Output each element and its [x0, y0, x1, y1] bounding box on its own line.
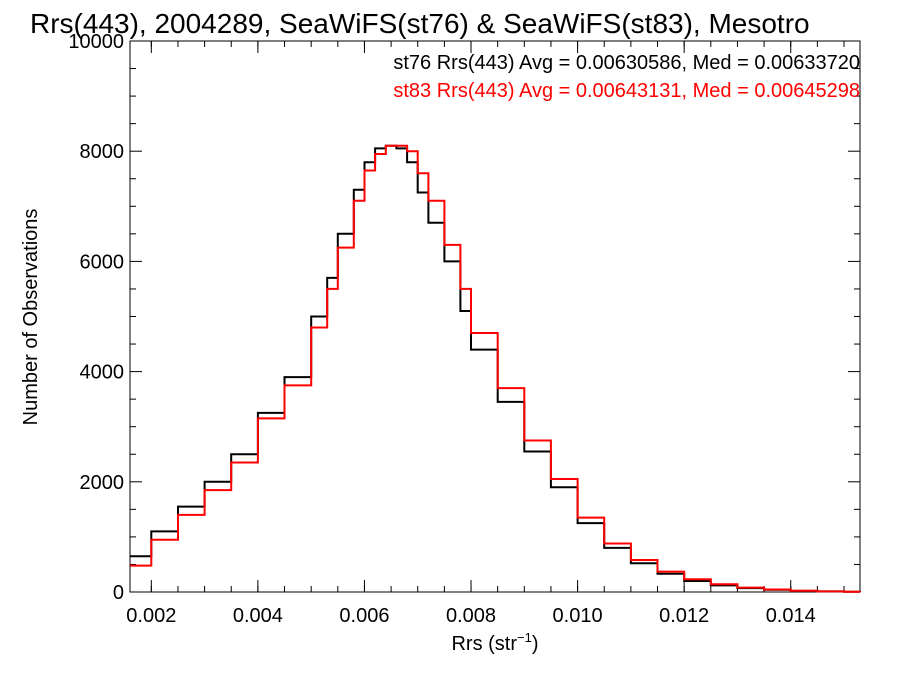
plot-frame — [129, 40, 861, 593]
x-tick-label: 0.006 — [339, 605, 389, 627]
x-tick-label: 0.010 — [553, 605, 603, 627]
chart-title: Rrs(443), 2004289, SeaWiFS(st76) & SeaWi… — [30, 8, 810, 39]
x-tick-label: 0.004 — [233, 605, 283, 627]
series-layer — [130, 144, 861, 593]
x-tick-label: 0.014 — [766, 605, 816, 627]
y-tick-label: 4000 — [80, 362, 125, 384]
plot-area — [129, 40, 861, 593]
y-axis-label: Number of Observations — [20, 209, 42, 426]
x-axis-label-main: Rrs (str — [451, 633, 517, 655]
x-tick-label: 0.008 — [446, 605, 496, 627]
x-axis-label-close: ) — [532, 633, 539, 655]
y-tick-label: 6000 — [80, 251, 125, 273]
x-tick-label: 0.002 — [126, 605, 176, 627]
y-tick-label: 10000 — [68, 31, 124, 53]
x-axis-label-superscript: −1 — [517, 630, 532, 645]
stat-line-st76: st76 Rrs(443) Avg = 0.00630586, Med = 0.… — [393, 52, 860, 74]
y-axis: 0 2000 4000 6000 8000 10000 — [68, 31, 860, 604]
y-tick-label: 8000 — [80, 141, 125, 163]
y-tick-label: 2000 — [80, 472, 125, 494]
y-tick-label: 0 — [113, 582, 124, 604]
x-axis: 0.002 0.004 0.006 0.008 0.010 0.012 0.014 — [126, 41, 845, 627]
x-tick-label: 0.012 — [659, 605, 709, 627]
stat-line-st83: st83 Rrs(443) Avg = 0.00643131, Med = 0.… — [393, 80, 860, 102]
x-axis-label: Rrs (str−1) — [451, 630, 538, 655]
series-line-st76 — [130, 144, 861, 593]
series-line-st83 — [130, 144, 861, 593]
